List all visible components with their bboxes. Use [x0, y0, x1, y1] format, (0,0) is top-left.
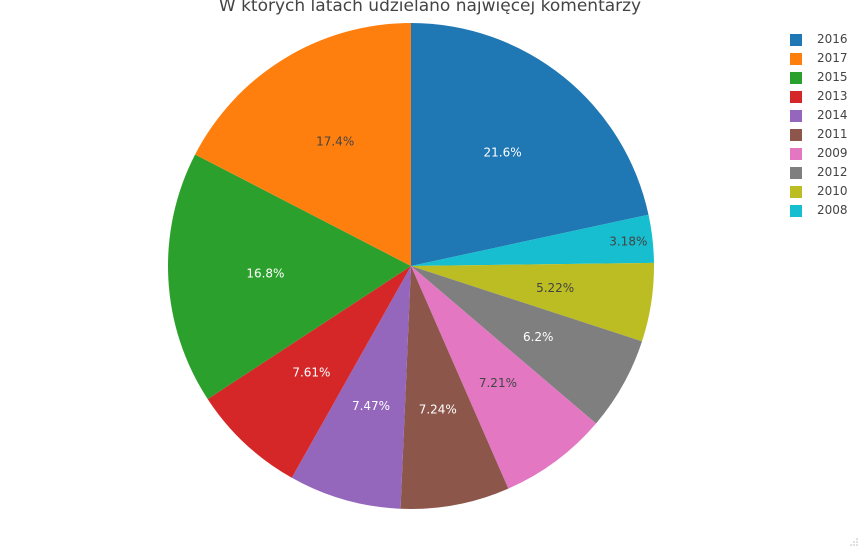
pie-slice-2013[interactable]: [207, 266, 411, 478]
legend-item-2009[interactable]: 2009: [790, 144, 856, 163]
pie-slice-label-2011: 7.24%: [419, 402, 457, 416]
legend-swatch: [790, 186, 802, 198]
pie-slice-2011[interactable]: [400, 266, 509, 509]
chart-title: W których latach udzielano najwięcej kom…: [218, 0, 642, 16]
pie-slice-2016[interactable]: [411, 23, 649, 266]
pie-slice-label-2013: 7.61%: [292, 365, 330, 379]
pie-slice-2008[interactable]: [411, 214, 654, 266]
pie-slice-2010[interactable]: [411, 262, 654, 342]
legend-swatch: [790, 148, 802, 160]
legend-item-2010[interactable]: 2010: [790, 182, 856, 201]
pie-slice-2009[interactable]: [411, 266, 597, 489]
pie-slice-label-2017: 17.4%: [316, 134, 354, 148]
pie-slice-label-2016: 21.6%: [484, 146, 522, 160]
pie-slice-2017[interactable]: [195, 23, 411, 266]
legend-item-2011[interactable]: 2011: [790, 125, 856, 144]
legend-swatch: [790, 91, 802, 103]
legend-label: 2012: [817, 165, 848, 179]
legend-label: 2009: [817, 146, 848, 160]
pie-slice-2014[interactable]: [291, 266, 411, 509]
legend-label: 2015: [817, 70, 848, 84]
legend-item-2008[interactable]: 2008: [790, 201, 856, 220]
pie-slice-label-2012: 6.2%: [523, 330, 554, 344]
legend-label: 2017: [817, 51, 848, 65]
legend-item-2015[interactable]: 2015: [790, 68, 856, 87]
resize-grip-icon[interactable]: [850, 538, 858, 546]
legend-label: 2011: [817, 127, 848, 141]
legend-item-2013[interactable]: 2013: [790, 87, 856, 106]
legend-swatch: [790, 167, 802, 179]
legend-item-2016[interactable]: 2016: [790, 30, 856, 49]
pie-slice-2015[interactable]: [168, 154, 411, 400]
legend-swatch: [790, 205, 802, 217]
pie-slice-2012[interactable]: [411, 266, 643, 424]
pie-slice-label-2010: 5.22%: [536, 281, 574, 295]
legend-label: 2013: [817, 89, 848, 103]
pie-slice-label-2009: 7.21%: [479, 376, 517, 390]
legend-label: 2016: [817, 32, 848, 46]
pie-slice-label-2015: 16.8%: [246, 266, 284, 280]
legend-swatch: [790, 53, 802, 65]
legend-swatch: [790, 110, 802, 122]
legend-swatch: [790, 34, 802, 46]
pie-slice-label-2014: 7.47%: [352, 399, 390, 413]
legend-label: 2008: [817, 203, 848, 217]
legend-label: 2010: [817, 184, 848, 198]
legend-item-2017[interactable]: 2017: [790, 49, 856, 68]
legend-label: 2014: [817, 108, 848, 122]
legend-item-2012[interactable]: 2012: [790, 163, 856, 182]
chart-legend: 2016 2017 2015 2013 2014 2011 2009 2012 2010 2008: [790, 30, 856, 220]
legend-item-2014[interactable]: 2014: [790, 106, 856, 125]
legend-swatch: [790, 129, 802, 141]
pie-slice-label-2008: 3.18%: [609, 234, 647, 248]
legend-swatch: [790, 72, 802, 84]
